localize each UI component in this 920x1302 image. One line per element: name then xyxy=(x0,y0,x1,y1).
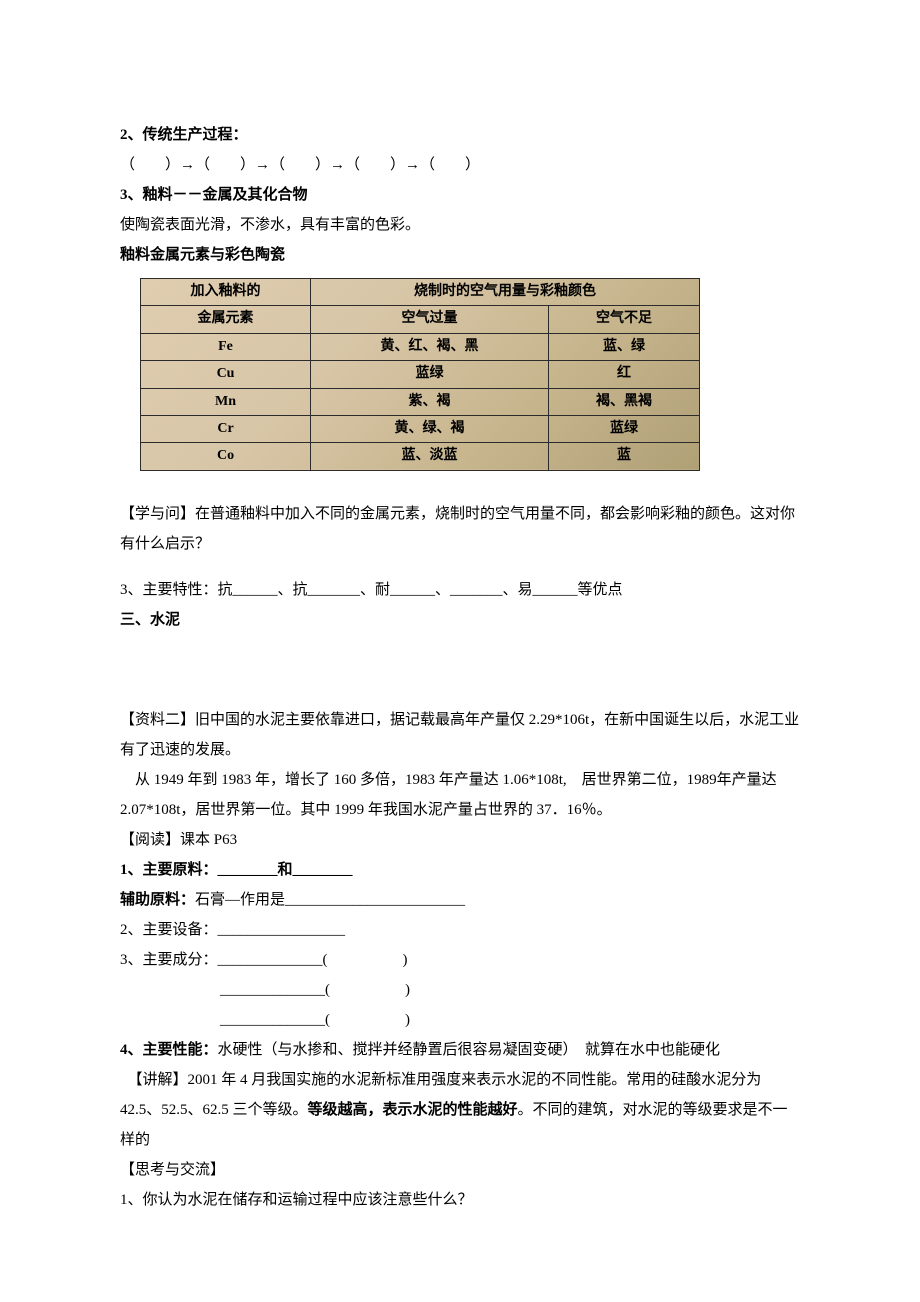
item-2: 2、主要设备：_________________ xyxy=(120,915,800,945)
section-3b: 3、主要特性：抗______、抗_______、耐______、_______、… xyxy=(120,575,800,605)
item-4a: 4、主要性能： xyxy=(120,1042,218,1058)
cell-el: Co xyxy=(141,443,311,470)
item-1b: 辅助原料：石膏—作用是________________________ xyxy=(120,885,800,915)
th-excess: 空气过量 xyxy=(311,306,549,333)
table-row: Cr 黄、绿、褐 蓝绿 xyxy=(141,415,700,442)
section-2-title: 2、传统生产过程： xyxy=(120,120,800,150)
section-3a-sub: 釉料金属元素与彩色陶瓷 xyxy=(120,240,800,270)
cell-lack: 蓝、绿 xyxy=(548,333,699,360)
table-row: Fe 黄、红、褐、黑 蓝、绿 xyxy=(141,333,700,360)
section-3a-title: 3、釉料－－金属及其化合物 xyxy=(120,180,800,210)
item-4: 4、主要性能：水硬性（与水掺和、搅拌并经静置后很容易凝固变硬） 就算在水中也能硬… xyxy=(120,1035,800,1065)
cell-lack: 蓝 xyxy=(548,443,699,470)
cell-el: Cu xyxy=(141,361,311,388)
think-1: 1、你认为水泥在储存和运输过程中应该注意些什么？ xyxy=(120,1185,800,1215)
table-row: Co 蓝、淡蓝 蓝 xyxy=(141,443,700,470)
cell-el: Fe xyxy=(141,333,311,360)
material-2: 【资料二】旧中国的水泥主要依靠进口，据记载最高年产量仅 2.29*106t，在新… xyxy=(120,705,800,765)
cell-el: Cr xyxy=(141,415,311,442)
table-row: 加入釉料的 烧制时的空气用量与彩釉颜色 xyxy=(141,279,700,306)
cell-lack: 红 xyxy=(548,361,699,388)
th-right: 烧制时的空气用量与彩釉颜色 xyxy=(311,279,700,306)
explain: 【讲解】2001 年 4 月我国实施的水泥新标准用强度来表示水泥的不同性能。常用… xyxy=(120,1065,800,1155)
cell-excess: 黄、红、褐、黑 xyxy=(311,333,549,360)
read-label: 【阅读】课本 P63 xyxy=(120,825,800,855)
item-3c: ______________( ) xyxy=(120,1005,800,1035)
table-row: 金属元素 空气过量 空气不足 xyxy=(141,306,700,333)
explain-b: 等级越高，表示水泥的性能越好 xyxy=(308,1102,518,1118)
item-4b: 水硬性（与水掺和、搅拌并经静置后很容易凝固变硬） 就算在水中也能硬化 xyxy=(218,1042,721,1058)
section-3c: 三、水泥 xyxy=(120,605,800,635)
glaze-table-wrap: 加入釉料的 烧制时的空气用量与彩釉颜色 金属元素 空气过量 空气不足 Fe 黄、… xyxy=(140,278,800,471)
table-row: Cu 蓝绿 红 xyxy=(141,361,700,388)
th-left-1: 加入釉料的 xyxy=(141,279,311,306)
cell-lack: 褐、黑褐 xyxy=(548,388,699,415)
material-2b: 从 1949 年到 1983 年，增长了 160 多倍，1983 年产量达 1.… xyxy=(120,765,800,825)
item-1: 1、主要原料：________和________ xyxy=(120,855,800,885)
item-1b-label: 辅助原料： xyxy=(120,892,195,908)
learn-ask: 【学与问】在普通釉料中加入不同的金属元素，烧制时的空气用量不同，都会影响彩釉的颜… xyxy=(120,499,800,559)
item-3b: ______________( ) xyxy=(120,975,800,1005)
th-lack: 空气不足 xyxy=(548,306,699,333)
th-left-2: 金属元素 xyxy=(141,306,311,333)
item-3: 3、主要成分：______________( ) xyxy=(120,945,800,975)
cell-excess: 蓝、淡蓝 xyxy=(311,443,549,470)
think-label: 【思考与交流】 xyxy=(120,1155,800,1185)
glaze-table: 加入釉料的 烧制时的空气用量与彩釉颜色 金属元素 空气过量 空气不足 Fe 黄、… xyxy=(140,278,700,471)
cell-el: Mn xyxy=(141,388,311,415)
section-2-flow: （ ）→（ ）→（ ）→（ ）→（ ） xyxy=(120,150,800,180)
item-1b-text: 石膏—作用是________________________ xyxy=(195,892,465,908)
cell-excess: 蓝绿 xyxy=(311,361,549,388)
cell-excess: 黄、绿、褐 xyxy=(311,415,549,442)
item-1-text: 1、主要原料：________和________ xyxy=(120,862,353,878)
cell-lack: 蓝绿 xyxy=(548,415,699,442)
table-row: Mn 紫、褐 褐、黑褐 xyxy=(141,388,700,415)
cell-excess: 紫、褐 xyxy=(311,388,549,415)
section-3a-desc: 使陶瓷表面光滑，不渗水，具有丰富的色彩。 xyxy=(120,210,800,240)
